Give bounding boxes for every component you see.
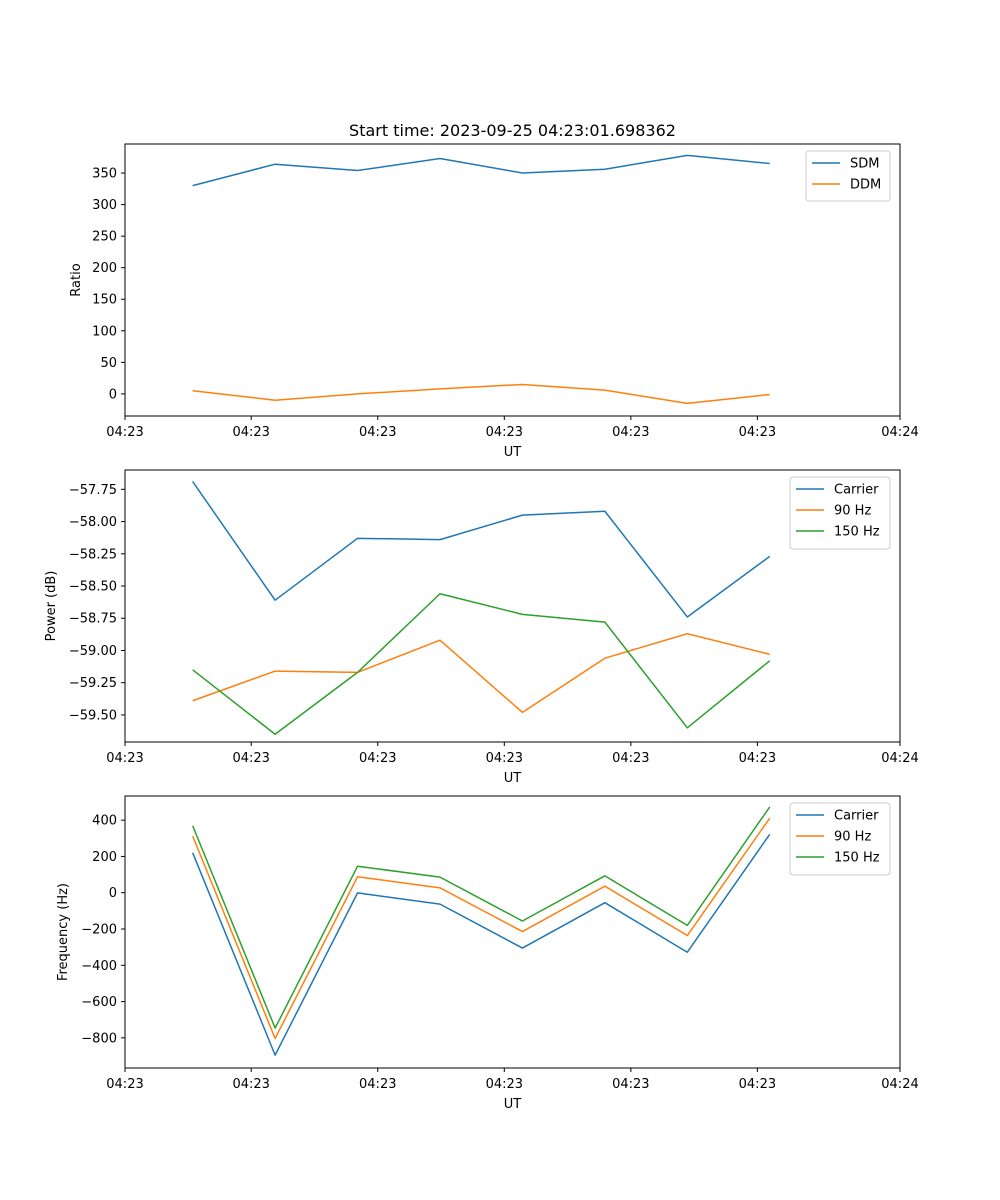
ratio-x-tick-label: 04:23	[106, 425, 143, 440]
power-x-tick-label: 04:23	[106, 751, 143, 766]
ratio-y-tick-label: 300	[92, 198, 117, 213]
power-series-90-hz-line	[192, 632, 770, 714]
frequency-series-90-hz-line	[191, 817, 771, 1040]
power-y-tick-label: −57.75	[69, 483, 117, 498]
ratio-y-tick-label: 250	[92, 230, 117, 245]
legend-label-carrier: Carrier	[834, 483, 879, 498]
power-y-tick-label: −58.00	[69, 515, 117, 530]
ratio-y-tick-label: 200	[92, 261, 117, 276]
power-x-axis-label: UT	[504, 771, 522, 786]
ratio-x-tick-label: 04:23	[486, 425, 523, 440]
ratio-x-tick-label: 04:23	[739, 425, 776, 440]
power-axes-frame	[124, 469, 901, 743]
power-x-tick-label: 04:23	[359, 751, 396, 766]
power-x-tick-label: 04:23	[232, 751, 269, 766]
frequency-x-tick-label: 04:24	[881, 1077, 918, 1092]
ratio-axes-frame	[124, 143, 901, 417]
frequency-x-tick-label: 04:23	[106, 1077, 143, 1092]
frequency-x-tick-label: 04:23	[739, 1077, 776, 1092]
frequency-x-tick-label: 04:23	[486, 1077, 523, 1092]
legend-label-90-hz: 90 Hz	[834, 504, 871, 519]
frequency-y-tick-label: 400	[92, 814, 117, 829]
frequency-axes-frame	[124, 795, 901, 1069]
frequency-legend: Carrier 90 Hz 150 Hz	[789, 802, 891, 876]
power-y-tick-label: −58.25	[69, 547, 117, 562]
power-series-carrier-line	[192, 481, 771, 618]
legend-label-carrier: Carrier	[834, 809, 879, 824]
frequency-series-carrier-line	[191, 833, 771, 1056]
frequency-y-tick-label: −400	[81, 959, 117, 974]
power-x-tick-label: 04:23	[486, 751, 523, 766]
ratio-y-tick-label: 350	[92, 167, 117, 182]
frequency-x-tick-label: 04:23	[359, 1077, 396, 1092]
power-y-tick-label: −58.75	[69, 612, 117, 627]
ratio-legend: SDM DDM	[805, 150, 891, 202]
ratio-x-tick-label: 04:23	[612, 425, 649, 440]
legend-label-sdm: SDM	[850, 157, 879, 172]
power-y-tick-label: −59.00	[69, 644, 117, 659]
ratio-y-tick-label: 0	[109, 387, 117, 402]
power-x-tick-label: 04:23	[739, 751, 776, 766]
legend-label-150-hz: 150 Hz	[834, 525, 880, 540]
power-y-tick-label: −59.25	[69, 676, 117, 691]
frequency-y-tick-label: −600	[81, 995, 117, 1010]
power-y-axis-label: Power (dB)	[44, 571, 59, 642]
power-x-tick-label: 04:23	[612, 751, 649, 766]
ratio-panel: 04:23 04:23 04:23 04:23 04:23 04:23 04:24 0 50 10…	[69, 143, 919, 460]
power-x-tick-label: 04:24	[881, 751, 918, 766]
legend-label-ddm: DDM	[850, 178, 881, 193]
frequency-y-tick-label: 200	[92, 850, 117, 865]
frequency-y-tick-label: −200	[81, 923, 117, 938]
ratio-y-tick-label: 100	[92, 324, 117, 339]
ratio-series-ddm-line	[192, 383, 770, 405]
frequency-y-tick-label: 0	[109, 886, 117, 901]
power-series-150-hz-line	[192, 593, 771, 736]
ratio-x-axis-label: UT	[504, 445, 522, 460]
power-panel: 04:23 04:23 04:23 04:23 04:23 04:23 04:24 −59.5…	[44, 469, 919, 786]
legend-label-150-hz: 150 Hz	[834, 851, 880, 866]
power-y-tick-label: −58.50	[69, 580, 117, 595]
legend-label-90-hz: 90 Hz	[834, 830, 871, 845]
frequency-panel: 04:23 04:23 04:23 04:23 04:23 04:23 04:24 −800 −…	[56, 795, 919, 1112]
ratio-series-sdm-line	[192, 154, 770, 187]
power-legend: Carrier 90 Hz 150 Hz	[789, 476, 891, 550]
ratio-x-tick-label: 04:23	[232, 425, 269, 440]
ratio-y-tick-label: 150	[92, 293, 117, 308]
ratio-y-tick-label: 50	[100, 356, 117, 371]
ratio-x-tick-label: 04:24	[881, 425, 918, 440]
frequency-y-axis-label: Frequency (Hz)	[56, 883, 71, 981]
frequency-x-axis-label: UT	[504, 1097, 522, 1112]
frequency-x-tick-label: 04:23	[232, 1077, 269, 1092]
frequency-x-tick-label: 04:23	[612, 1077, 649, 1092]
ratio-x-tick-label: 04:23	[359, 425, 396, 440]
power-y-tick-label: −59.50	[69, 708, 117, 723]
frequency-series-150-hz-line	[191, 806, 771, 1029]
frequency-y-tick-label: −800	[81, 1031, 117, 1046]
ratio-y-axis-label: Ratio	[69, 263, 84, 296]
figure-title: Start time: 2023-09-25 04:23:01.698362	[349, 121, 676, 140]
